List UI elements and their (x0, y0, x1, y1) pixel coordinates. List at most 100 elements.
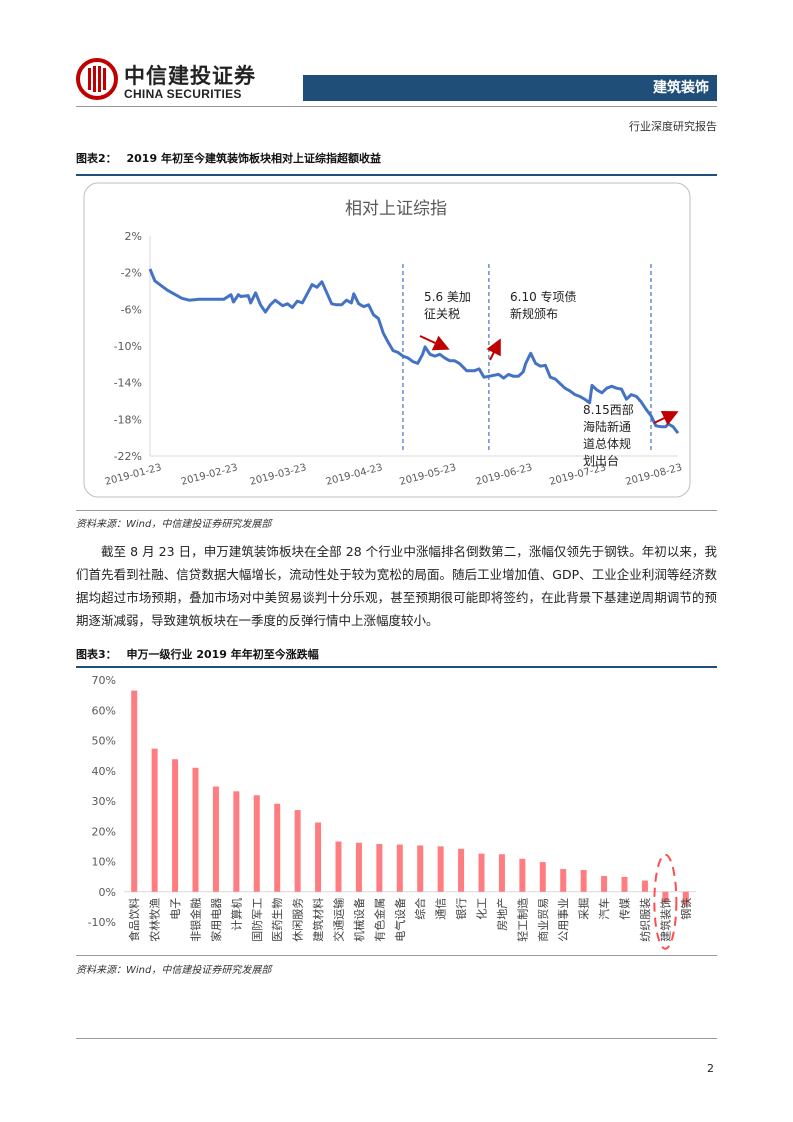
annotation-arrow (486, 338, 501, 361)
section-header-bar: 建筑装饰 (303, 75, 717, 101)
y-tick-label: -14% (114, 377, 142, 390)
bar (294, 810, 301, 892)
y-tick-label: 2% (125, 230, 142, 243)
figure3-title-text: 申万一级行业 2019 年年初至今涨跌幅 (126, 648, 319, 661)
annotation-western-corridor: 8.15西部海陆新通道总体规划出台 (583, 402, 634, 468)
annotation-arrow (419, 335, 450, 351)
category-label: 轻工制造 (515, 898, 529, 942)
category-label: 交通运输 (332, 898, 346, 942)
category-label: 机械设备 (352, 898, 366, 942)
highlight-ellipse (653, 853, 678, 950)
figure2-title-text: 2019 年初至今建筑装饰板块相对上证综指超额收益 (126, 152, 381, 165)
category-label: 国防军工 (250, 898, 264, 942)
bar (458, 848, 465, 892)
category-label: 采掘 (577, 898, 591, 920)
category-label: 房地产 (495, 898, 509, 931)
annotation-tariff: 5.6 美加征关税 (424, 290, 471, 321)
bar (335, 841, 342, 892)
category-label: 医药生物 (270, 898, 284, 942)
bar (641, 880, 648, 892)
annotation-arrow (653, 410, 679, 426)
bar (274, 803, 281, 892)
logo-text-en: CHINA SECURITIES (124, 87, 242, 101)
y-tick-label: 70% (92, 674, 116, 687)
figure3-label: 图表3： (76, 648, 117, 661)
bar (212, 786, 219, 892)
category-label: 传媒 (619, 898, 632, 920)
bar (233, 791, 240, 892)
y-tick-label: 30% (92, 795, 116, 808)
figure3-title: 图表3： 申万一级行业 2019 年年初至今涨跌幅 (76, 646, 319, 662)
figure3-top-rule (76, 666, 717, 668)
category-label: 计算机 (229, 898, 243, 931)
figure2-top-rule (76, 174, 717, 176)
category-label: 电子 (169, 898, 182, 920)
category-label: 有色金属 (372, 898, 386, 942)
bar (478, 853, 485, 892)
figure2-bottom-rule (76, 510, 717, 511)
category-label: 休闲服务 (291, 898, 305, 942)
china-securities-logo-icon (76, 58, 118, 100)
chart-title: 相对上证综指 (345, 199, 447, 219)
logo (76, 58, 118, 100)
y-tick-label: -6% (121, 303, 142, 316)
bar (315, 822, 322, 892)
bar (253, 795, 260, 892)
annotation-special-bonds: 6.10 专项债新规颁布 (510, 289, 577, 321)
category-label: 纺织服装 (638, 898, 652, 942)
y-tick-label: 50% (92, 735, 116, 748)
category-label: 银行 (454, 898, 468, 920)
bar (539, 862, 546, 892)
category-label: 电气设备 (393, 898, 407, 942)
relative-return-line (148, 268, 680, 435)
bar (192, 767, 199, 892)
y-tick-label: 20% (92, 825, 116, 838)
category-label: 汽车 (597, 898, 611, 920)
bar (437, 846, 444, 892)
category-label: 家用电器 (209, 898, 223, 942)
bar (662, 891, 669, 903)
bar (498, 854, 505, 892)
y-tick-label: -22% (114, 450, 142, 463)
category-label: 建筑装饰 (658, 898, 672, 942)
figure2-chart: 相对上证综指 2%-2%-6%-10%-14%-18%-22% 2019-01-… (83, 182, 691, 498)
y-tick-label: 60% (92, 704, 116, 717)
bar (601, 876, 608, 892)
body-paragraph: 截至 8 月 23 日，申万建筑装饰板块在全部 28 个行业中涨幅排名倒数第二，… (76, 544, 717, 628)
y-tick-label: 0% (99, 886, 116, 899)
y-tick-label: 10% (92, 856, 116, 869)
bar (519, 858, 526, 892)
category-label: 钢铁 (680, 898, 693, 920)
y-tick-label: 40% (92, 765, 116, 778)
bar (131, 690, 138, 892)
bar (621, 876, 628, 892)
category-label: 综合 (413, 898, 427, 920)
bar (560, 869, 567, 892)
report-type: 行业深度研究报告 (629, 120, 717, 133)
header-rule (76, 106, 717, 107)
figure3-source: 资料来源：Wind，中信建投证券研究发展部 (76, 965, 272, 976)
category-label: 通信 (435, 898, 448, 920)
figure3-bottom-rule (76, 955, 717, 956)
figure2-source: 资料来源：Wind，中信建投证券研究发展部 (76, 519, 272, 530)
footer-rule (76, 1038, 717, 1039)
y-tick-label: -18% (114, 413, 142, 426)
bar (682, 891, 689, 906)
y-tick-label: -10% (88, 916, 116, 929)
category-label: 建筑材料 (311, 898, 325, 942)
figure2-title: 图表2： 2019 年初至今建筑装饰板块相对上证综指超额收益 (76, 150, 381, 166)
category-label: 化工 (475, 898, 489, 920)
y-tick-label: -2% (121, 267, 142, 280)
category-label: 公用事业 (557, 898, 570, 942)
category-label: 食品饮料 (127, 898, 141, 942)
bar (151, 748, 158, 892)
figure3-chart: 70% 60% 50% 40% 30% 20% 10% 0% -10% 食品饮料 农林牧渔 电子 非银… (88, 674, 696, 950)
page-number: 2 (707, 1062, 714, 1075)
category-label: 农林牧渔 (148, 898, 162, 942)
bar (355, 842, 362, 892)
bar (172, 759, 179, 892)
logo-text-cn: 中信建投证券 (124, 64, 256, 88)
bar (396, 844, 403, 892)
bar (376, 843, 383, 892)
bar (580, 869, 587, 892)
